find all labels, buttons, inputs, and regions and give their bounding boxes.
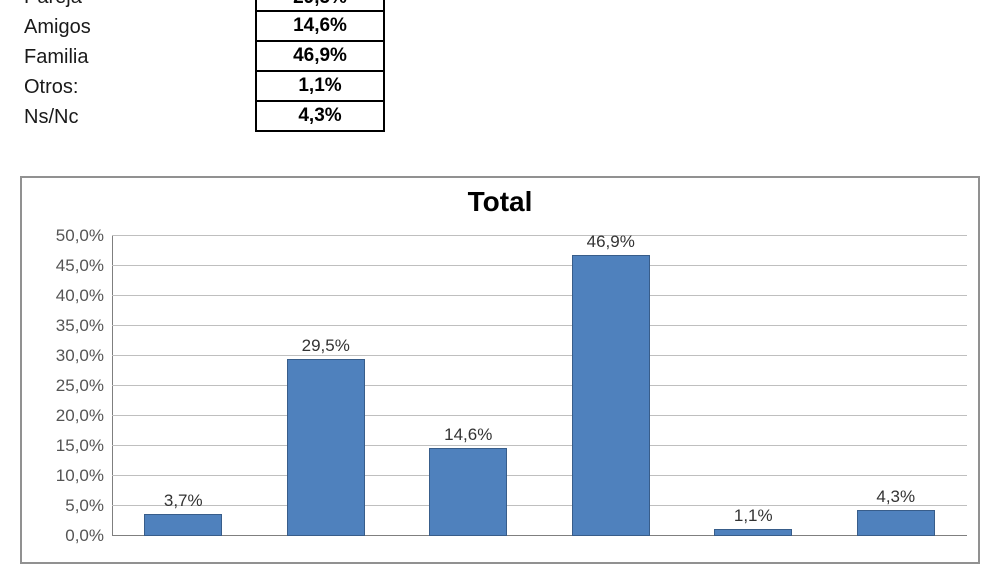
- y-tick-label: 10,0%: [56, 466, 104, 486]
- table-row: Pareja 29,5%: [20, 0, 385, 12]
- bar-value-label: 4,3%: [876, 487, 915, 507]
- table-row: Ns/Nc 4,3%: [20, 102, 385, 132]
- y-tick-label: 40,0%: [56, 286, 104, 306]
- y-tick-label: 0,0%: [65, 526, 104, 546]
- table-label: Familia: [20, 46, 255, 69]
- table-label: Otros:: [20, 76, 255, 99]
- table-row: Familia 46,9%: [20, 42, 385, 72]
- chart-plot-area: 0,0%5,0%10,0%15,0%20,0%25,0%30,0%35,0%40…: [112, 236, 967, 536]
- y-tick-label: 45,0%: [56, 256, 104, 276]
- bar: 29,5%: [287, 359, 365, 536]
- bar-value-label: 1,1%: [734, 506, 773, 526]
- table-value: 1,1%: [255, 72, 385, 102]
- table-label: Pareja: [20, 0, 255, 9]
- bar: 3,7%: [144, 514, 222, 536]
- table-value: 46,9%: [255, 42, 385, 72]
- table-value: 4,3%: [255, 102, 385, 132]
- y-tick-label: 20,0%: [56, 406, 104, 426]
- bar: 4,3%: [857, 510, 935, 536]
- bar: 46,9%: [572, 255, 650, 536]
- data-table: Pareja 29,5% Amigos 14,6% Familia 46,9% …: [20, 0, 385, 132]
- bar: 1,1%: [714, 529, 792, 536]
- chart-title: Total: [22, 186, 978, 218]
- y-tick-label: 5,0%: [65, 496, 104, 516]
- bar-value-label: 46,9%: [587, 232, 635, 252]
- table-label: Ns/Nc: [20, 106, 255, 129]
- y-tick-label: 50,0%: [56, 226, 104, 246]
- bar-value-label: 3,7%: [164, 491, 203, 511]
- bar: 14,6%: [429, 448, 507, 536]
- table-label: Amigos: [20, 16, 255, 39]
- y-tick-label: 15,0%: [56, 436, 104, 456]
- y-tick-label: 35,0%: [56, 316, 104, 336]
- table-value: 29,5%: [255, 0, 385, 12]
- table-row: Otros: 1,1%: [20, 72, 385, 102]
- bar-value-label: 29,5%: [302, 336, 350, 356]
- y-tick-label: 30,0%: [56, 346, 104, 366]
- bar-value-label: 14,6%: [444, 425, 492, 445]
- y-tick-label: 25,0%: [56, 376, 104, 396]
- bar-chart: Total 0,0%5,0%10,0%15,0%20,0%25,0%30,0%3…: [20, 176, 980, 564]
- table-value: 14,6%: [255, 12, 385, 42]
- table-row: Amigos 14,6%: [20, 12, 385, 42]
- bars-group: 3,7% 29,5% 14,6% 46,9% 1,1% 4,3%: [112, 236, 967, 536]
